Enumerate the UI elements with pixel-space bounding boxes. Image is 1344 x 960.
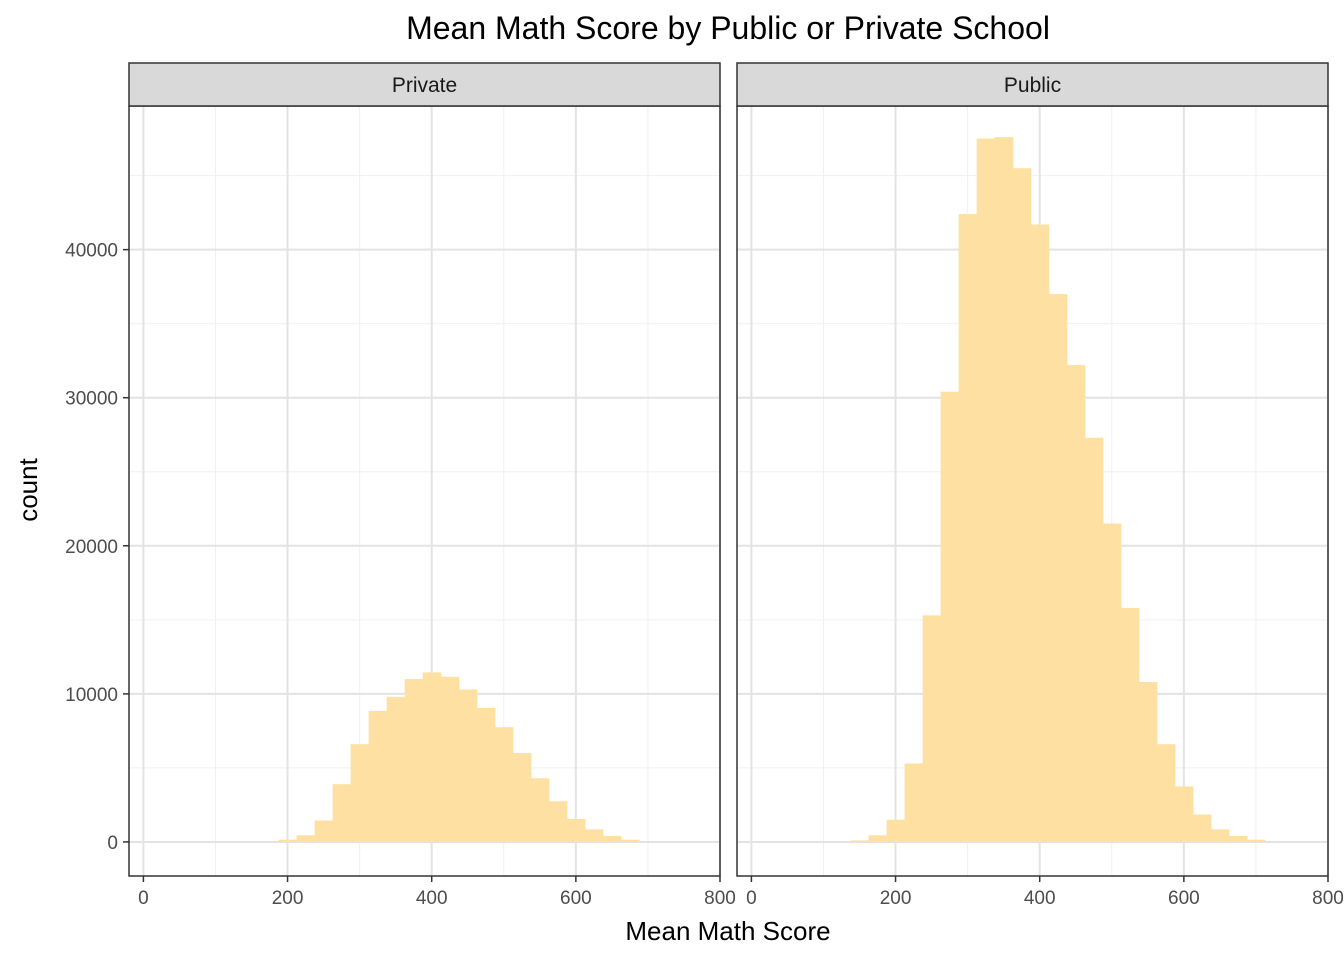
histogram-bar: [1192, 814, 1212, 842]
histogram-bar: [620, 839, 640, 842]
histogram-bar: [922, 615, 942, 842]
x-tick-label: 800: [704, 888, 736, 909]
histogram-bar: [940, 391, 960, 842]
histogram-bar: [296, 835, 316, 842]
histogram-bar: [1066, 365, 1086, 842]
histogram-bar: [512, 753, 532, 842]
histogram-bar: [1102, 523, 1122, 842]
facet-strip-label: Private: [392, 74, 457, 97]
histogram-bar: [904, 763, 924, 842]
histogram-bar: [530, 778, 550, 842]
x-tick-label: 200: [880, 888, 912, 909]
histogram-bar: [368, 710, 388, 842]
histogram-bar: [404, 679, 424, 842]
facet-strip-label: Public: [1004, 74, 1061, 97]
histogram-bar: [1228, 836, 1248, 842]
y-tick-label: 10000: [65, 685, 118, 706]
histogram-bar: [458, 689, 478, 842]
histogram-bar: [1174, 786, 1194, 842]
x-tick-label: 600: [560, 888, 592, 909]
histogram-bar: [1138, 682, 1158, 842]
x-tick-label: 400: [1024, 888, 1056, 909]
x-tick-label: 800: [1312, 888, 1344, 909]
y-tick-label: 30000: [65, 389, 118, 410]
histogram-bar: [1084, 437, 1104, 842]
x-tick-label: 0: [138, 888, 149, 909]
histogram-bar: [440, 676, 460, 842]
histogram-bar: [1012, 168, 1032, 842]
histogram-bar: [476, 707, 496, 842]
histogram-bar: [602, 836, 622, 842]
y-tick-label: 20000: [65, 537, 118, 558]
histogram-bar: [1030, 224, 1050, 842]
facet-panel-public: Public 0 200 400 600 800: [736, 62, 1344, 909]
facet-panel-private: Private 0 200 400 600 800 0 10000 20000 30000 4000…: [65, 62, 736, 909]
histogram-bar: [850, 840, 870, 842]
histogram-bar: [958, 214, 978, 842]
x-tick-label: 0: [746, 888, 757, 909]
histogram-bar: [868, 835, 888, 842]
histogram-bar: [1156, 744, 1176, 842]
histogram-bar: [1048, 294, 1068, 842]
histogram-bar: [548, 801, 568, 842]
histogram-bar: [976, 138, 996, 842]
histogram-bar: [994, 137, 1014, 842]
histogram-bar: [494, 727, 514, 842]
chart-title: Mean Math Score by Public or Private Sch…: [406, 10, 1050, 46]
histogram-bar: [332, 784, 352, 842]
histogram-bar: [566, 818, 586, 842]
x-tick-label: 600: [1168, 888, 1200, 909]
histogram-bar: [314, 820, 334, 842]
histogram-bar: [886, 819, 906, 842]
y-axis-label: count: [13, 457, 43, 521]
facet-strip: [128, 62, 721, 107]
histogram-bar: [350, 744, 370, 842]
y-tick-label: 0: [107, 833, 118, 854]
histogram-bar: [1246, 839, 1266, 842]
histogram-bar: [278, 839, 298, 842]
x-tick-label: 400: [416, 888, 448, 909]
histogram-bar: [584, 829, 604, 842]
facet-strip: [736, 62, 1329, 107]
histogram-bar: [1120, 607, 1140, 842]
histogram-bar: [1210, 829, 1230, 842]
x-axis-label: Mean Math Score: [625, 916, 830, 946]
histogram-bar: [386, 696, 406, 842]
histogram-bar: [422, 672, 442, 842]
x-tick-label: 200: [272, 888, 304, 909]
y-tick-label: 40000: [65, 241, 118, 262]
